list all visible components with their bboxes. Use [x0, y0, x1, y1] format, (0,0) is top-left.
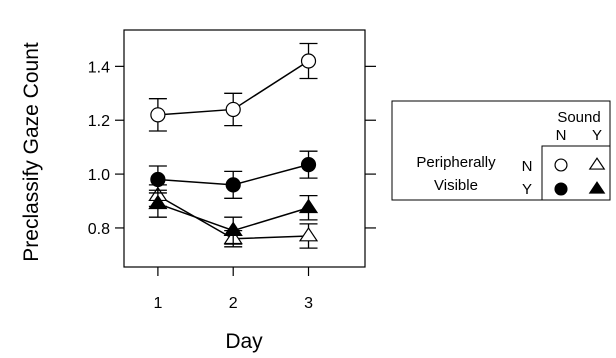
legend-sound-y-label: Y: [592, 127, 602, 144]
legend-sound-title: Sound: [557, 109, 600, 126]
data-point: [150, 171, 166, 188]
data-point: [225, 177, 241, 193]
x-axis: 1 2 3: [153, 267, 313, 312]
x-axis-label: Day: [225, 330, 263, 353]
legend: Sound N Y Peripherally Visible N Y: [391, 100, 611, 201]
y-tick-label: 1.2: [88, 113, 110, 130]
legend-pv-title-line2: Visible: [434, 177, 478, 194]
legend-symbol-pv-y-sound-n: [554, 182, 568, 196]
legend-symbols: [554, 157, 606, 196]
legend-pv-n-label: N: [522, 158, 533, 175]
y-tick-label: 1.0: [88, 167, 110, 184]
data-point: [298, 226, 319, 242]
legend-sound-n-label: N: [556, 127, 567, 144]
data-point: [148, 194, 168, 210]
x-tick-label: 1: [153, 295, 162, 312]
y-axis-label: Preclassify Gaze Count: [20, 42, 43, 262]
legend-pv-y-label: Y: [522, 181, 532, 198]
data-point: [223, 221, 243, 237]
data-point: [300, 157, 317, 173]
y-tick-label: 0.8: [88, 221, 110, 238]
legend-symbol-pv-n-sound-n: [554, 158, 568, 172]
data-point: [150, 107, 166, 123]
legend-symbol-grid: [541, 145, 611, 201]
right-axis-ticks: [365, 65, 376, 229]
series-pv-y-sound-y: [148, 189, 319, 245]
legend-symbol-pv-y-sound-y: [588, 181, 606, 194]
data-point: [300, 53, 317, 69]
legend-pv-title-line1: Peripherally: [416, 154, 496, 171]
series-layer: [148, 42, 319, 249]
x-tick-label: 3: [304, 295, 313, 312]
legend-symbol-pv-n-sound-y: [588, 157, 606, 170]
x-tick-label: 2: [229, 295, 238, 312]
series-pv-y-sound-n: [148, 150, 318, 199]
data-point: [225, 101, 241, 118]
series-pv-n-sound-n: [148, 42, 318, 132]
data-point: [298, 198, 319, 214]
y-axis: 0.8 1.0 1.2 1.4: [88, 59, 124, 238]
plot-frame: [123, 29, 366, 268]
y-tick-label: 1.4: [88, 59, 110, 76]
